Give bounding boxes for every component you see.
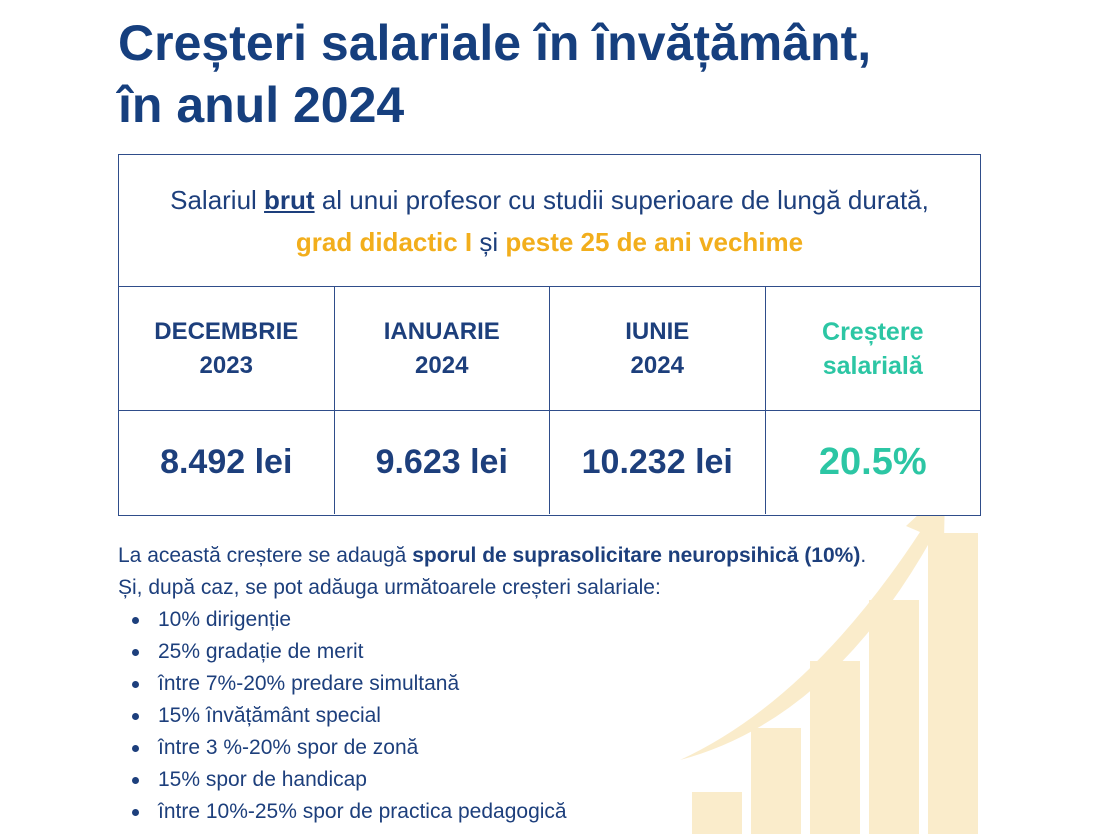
label-line: IANUARIE (383, 317, 500, 345)
label-line: salarială (822, 351, 923, 380)
column-label-jun-2024: IUNIE 2024 (550, 287, 766, 410)
list-item: 15% învățământ special (132, 700, 998, 732)
table-row-values: 8.492 lei 9.623 lei 10.232 lei 20.5% (119, 411, 980, 514)
decor-bar (692, 792, 742, 834)
label-line: IUNIE (625, 317, 690, 345)
salary-table: Salariul brut al unui profesor cu studii… (118, 154, 981, 516)
header-highlight-grade: grad didactic I (295, 226, 473, 257)
column-label-increase: Creștere salarială (766, 287, 981, 410)
header-highlight-seniority: peste 25 de ani vechime (505, 226, 804, 257)
list-item: 15% spor de handicap (132, 764, 998, 796)
decor-bar (751, 728, 801, 834)
table-row-periods: DECEMBRIE 2023 IANUARIE 2024 IUNIE 2024 Cre… (119, 287, 980, 411)
additional-bonuses: La această creștere se adaugă sporul de … (118, 540, 998, 828)
list-item: între 10%-25% spor de practica pedagogic… (132, 796, 998, 828)
notes-intro-text: La această creștere se adaugă (118, 544, 413, 567)
label-line: DECEMBRIE (154, 317, 299, 345)
label-line: 2023 (199, 351, 253, 379)
label-line: 2024 (415, 351, 469, 379)
growth-bar-chart-arrow-icon (680, 490, 978, 834)
notes-intro-line2: Și, după caz, se pot adăuga următoarele … (118, 576, 661, 599)
decor-bar (869, 600, 919, 834)
bonus-list: 10% dirigenție 25% gradație de merit înt… (118, 604, 998, 828)
label-line: 2024 (630, 351, 684, 379)
list-item: între 7%-20% predare simultană (132, 668, 998, 700)
title-line-2: în anul 2024 (118, 77, 405, 133)
table-header: Salariul brut al unui profesor cu studii… (119, 155, 980, 287)
label-line: Creștere (822, 317, 924, 346)
notes-intro-text: . (860, 544, 867, 567)
notes-intro-bold: sporul de suprasolicitare neuropsihică (… (412, 544, 861, 567)
title-line-1: Creșteri salariale în învățământ, (118, 15, 872, 71)
column-label-dec-2023: DECEMBRIE 2023 (119, 287, 335, 410)
list-item: 10% dirigenție (132, 604, 998, 636)
header-text-part: al unui profesor cu studii superioare de… (314, 184, 929, 215)
decor-bar (928, 533, 978, 834)
list-item: 25% gradație de merit (132, 636, 998, 668)
page-title: Creșteri salariale în învățământ, în anu… (118, 12, 1018, 136)
column-label-jan-2024: IANUARIE 2024 (335, 287, 550, 410)
decor-bar (810, 661, 860, 834)
header-text-brut: brut (264, 184, 315, 215)
growth-arrow-icon (680, 490, 945, 760)
list-item: între 3 %-20% spor de zonă (132, 732, 998, 764)
table-header-text: Salariul brut al unui profesor cu studii… (159, 179, 940, 263)
value-jan-2024: 9.623 lei (335, 411, 550, 514)
notes-intro: La această creștere se adaugă sporul de … (118, 540, 998, 572)
value-increase: 20.5% (818, 441, 927, 483)
header-text-part: Salariul (170, 184, 265, 215)
value-dec-2023: 8.492 lei (119, 411, 335, 514)
header-text-part: și (472, 226, 506, 257)
value-jun-2024: 10.232 lei (550, 411, 766, 514)
